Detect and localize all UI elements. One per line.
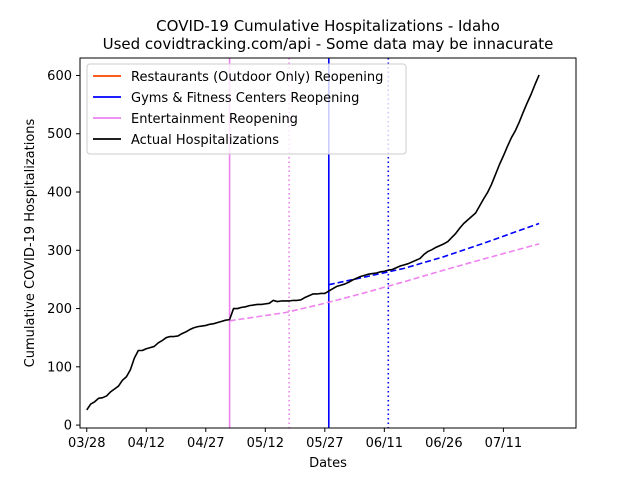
y-tick-label-2: 200 — [47, 302, 72, 317]
y-tick-label-6: 600 — [47, 69, 72, 84]
plot-frame — [79, 57, 577, 429]
y-tick-label-3: 300 — [47, 244, 72, 259]
legend-label-3: Actual Hospitalizations — [131, 133, 279, 148]
x-axis-label: Dates — [309, 456, 347, 471]
legend-label-1: Gyms & Fitness Centers Reopening — [131, 91, 359, 106]
series-projection-1 — [229, 243, 540, 322]
x-tick-label-6: 06/26 — [425, 436, 462, 451]
y-tick-label-1: 100 — [47, 360, 72, 375]
x-tick-label-7: 07/11 — [485, 436, 522, 451]
ticks: 03/28 04/12 04/27 05/12 05/27 06/11 06/26 07/11… — [47, 69, 522, 451]
y-tick-label-5: 500 — [47, 127, 72, 142]
axes — [79, 57, 577, 429]
x-tick-label-2: 04/27 — [187, 436, 224, 451]
legend-label-2: Entertainment Reopening — [131, 112, 298, 127]
chart-subtitle: Used covidtracking.com/api - Some data m… — [103, 35, 554, 53]
x-tick-label-5: 06/11 — [366, 436, 403, 451]
x-tick-label-3: 05/12 — [247, 436, 284, 451]
series-actual-hospitalizations — [86, 74, 540, 411]
y-axis-label: Cumulative COVID-19 Hospitalizations — [23, 118, 38, 367]
chart-title: COVID-19 Cumulative Hospitalizations - I… — [156, 17, 500, 35]
legend-entries: Restaurants (Outdoor Only) Reopening Gyms… — [93, 70, 383, 148]
x-tick-label-4: 05/27 — [306, 436, 343, 451]
legend-label-0: Restaurants (Outdoor Only) Reopening — [131, 70, 383, 85]
y-tick-label-4: 400 — [47, 186, 72, 201]
x-tick-label-1: 04/12 — [128, 436, 165, 451]
legend-box — [86, 63, 407, 155]
series-projection-2 — [328, 222, 540, 286]
x-tick-label-0: 03/28 — [68, 436, 105, 451]
y-tick-label-0: 0 — [64, 419, 72, 434]
legend: Restaurants (Outdoor Only) Reopening Gyms… — [86, 63, 407, 155]
